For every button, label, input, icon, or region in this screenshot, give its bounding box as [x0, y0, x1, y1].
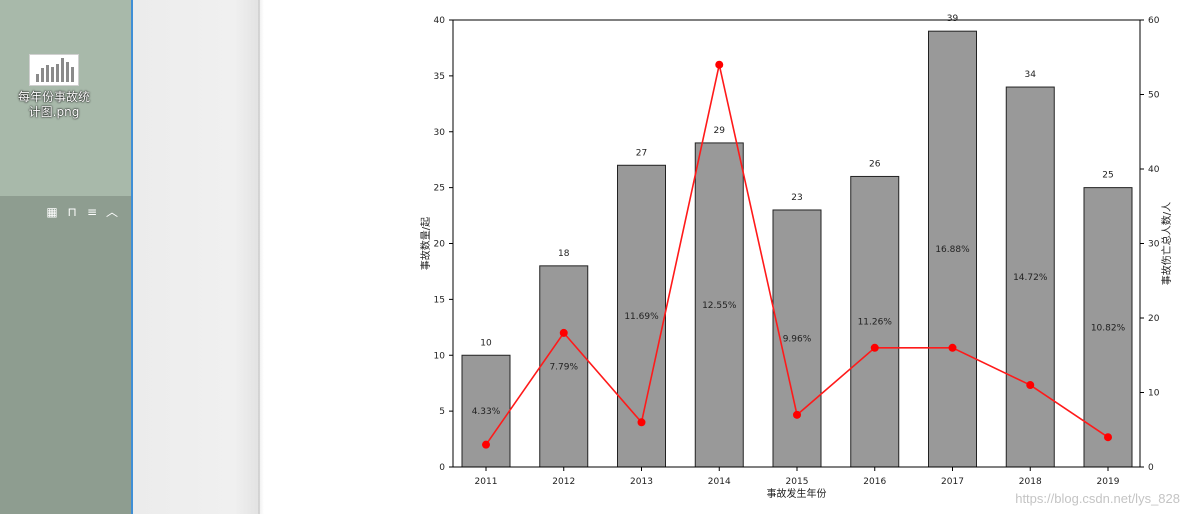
grid-icon[interactable]: ▦ [46, 205, 58, 219]
bar-2013 [617, 164, 666, 468]
viewer-margin [133, 0, 260, 514]
casualty-point-2018 [1026, 381, 1035, 390]
desktop-file-label: 每年份事故统计图.png [17, 90, 90, 119]
casualty-point-2011 [482, 440, 490, 449]
x-tick-label-2017: 2017 [941, 477, 964, 487]
y-tick-label-30: 30 [434, 128, 446, 138]
bar-value-label-2016: 26 [869, 159, 881, 169]
bar-value-label-2015: 23 [791, 193, 802, 203]
menu-icon[interactable]: ≡ [86, 205, 98, 219]
x-tick-label-2019: 2019 [1097, 477, 1120, 487]
bar-value-label-2017: 39 [947, 14, 959, 24]
percent-label-2017: 16.88% [935, 245, 970, 255]
casualty-point-2019 [1104, 433, 1112, 442]
x-tick-label-2015: 2015 [786, 477, 809, 487]
bar-2017 [928, 30, 977, 468]
y-tick-label-20: 20 [434, 240, 446, 250]
y2-tick-label-40: 40 [1148, 165, 1160, 175]
percent-label-2014: 12.55% [702, 301, 737, 311]
percent-label-2019: 10.82% [1091, 323, 1126, 333]
viewer-shadow [258, 0, 264, 514]
y-tick-label-25: 25 [434, 184, 445, 194]
line-layer [482, 60, 1112, 449]
x-axis: 2011 2012 2013 2014 2015 2016 2017 2018 2019 [475, 467, 1120, 487]
bar-value-label-2011: 10 [480, 338, 492, 348]
y-tick-label-10: 10 [434, 351, 446, 361]
y2-tick-label-20: 20 [1148, 314, 1160, 324]
bar-value-label-2014: 29 [714, 126, 726, 136]
percent-label-2012: 7.79% [549, 362, 578, 372]
bars-layer [461, 30, 1133, 468]
right-axis: 0 10 20 30 40 50 60 [1140, 16, 1160, 473]
desktop-toolbar: ▦ ⊓ ≡ ︿ [46, 205, 118, 219]
casualty-point-2016 [870, 343, 879, 352]
x-tick-label-2018: 2018 [1019, 477, 1042, 487]
lock-icon[interactable]: ⊓ [67, 205, 77, 219]
bar-value-label-2012: 18 [558, 249, 570, 259]
y2-tick-label-10: 10 [1148, 389, 1160, 399]
casualty-point-2017 [948, 343, 957, 352]
casualty-point-2015 [793, 410, 801, 419]
casualty-point-2012 [559, 328, 568, 337]
bar-2014 [694, 142, 744, 468]
y2-tick-label-50: 50 [1148, 91, 1160, 101]
percent-label-2013: 11.69% [624, 312, 659, 322]
y-tick-label-5: 5 [439, 407, 445, 417]
desktop-wallpaper-top [0, 0, 131, 196]
y-tick-label-0: 0 [439, 463, 445, 473]
bar-value-label-2018: 34 [1025, 70, 1037, 80]
y2-tick-label-0: 0 [1148, 463, 1154, 473]
y-tick-label-35: 35 [434, 72, 445, 82]
desktop-file-icon[interactable]: 每年份事故统计图.png [14, 54, 94, 120]
x-tick-label-2014: 2014 [708, 477, 731, 487]
x-tick-label-2013: 2013 [630, 477, 653, 487]
casualty-point-2013 [637, 418, 646, 427]
left-axis: 0 5 10 15 20 25 30 35 40 [434, 16, 453, 473]
x-tick-label-2012: 2012 [552, 477, 575, 487]
percent-label-2011: 4.33% [472, 407, 501, 417]
y-tick-label-15: 15 [434, 295, 445, 305]
percent-label-2015: 9.96% [783, 334, 812, 344]
watermark: https://blog.csdn.net/lys_828 [1015, 491, 1180, 506]
percent-label-2018: 14.72% [1013, 273, 1048, 283]
desktop-panel: 每年份事故统计图.png ▦ ⊓ ≡ ︿ [0, 0, 133, 514]
bar-value-label-2013: 27 [636, 148, 647, 158]
casualty-point-2014 [715, 60, 724, 69]
y-axis-label: 事故数量/起 [419, 217, 432, 270]
labels-layer: 10 18 27 29 23 26 39 34 25 4.33% 7.79% 11.69% 12.55%… [472, 14, 1126, 417]
chevron-up-icon[interactable]: ︿ [106, 205, 119, 219]
bar-2015 [772, 209, 822, 468]
bar-2012 [539, 265, 589, 468]
y2-axis-label: 事故伤亡总人数/人 [1160, 202, 1173, 285]
bar-2019 [1083, 187, 1133, 468]
percent-label-2016: 11.26% [858, 318, 893, 328]
x-tick-label-2011: 2011 [475, 477, 498, 487]
desktop-wallpaper-bottom [0, 196, 131, 514]
y-tick-label-40: 40 [434, 16, 446, 26]
chart-thumbnail-icon [29, 54, 79, 86]
bar-2016 [850, 175, 900, 468]
y2-tick-label-30: 30 [1148, 240, 1160, 250]
x-tick-label-2016: 2016 [863, 477, 886, 487]
y2-tick-label-60: 60 [1148, 16, 1160, 26]
x-axis-label: 事故发生年份 [767, 487, 827, 500]
bar-value-label-2019: 25 [1102, 171, 1113, 181]
